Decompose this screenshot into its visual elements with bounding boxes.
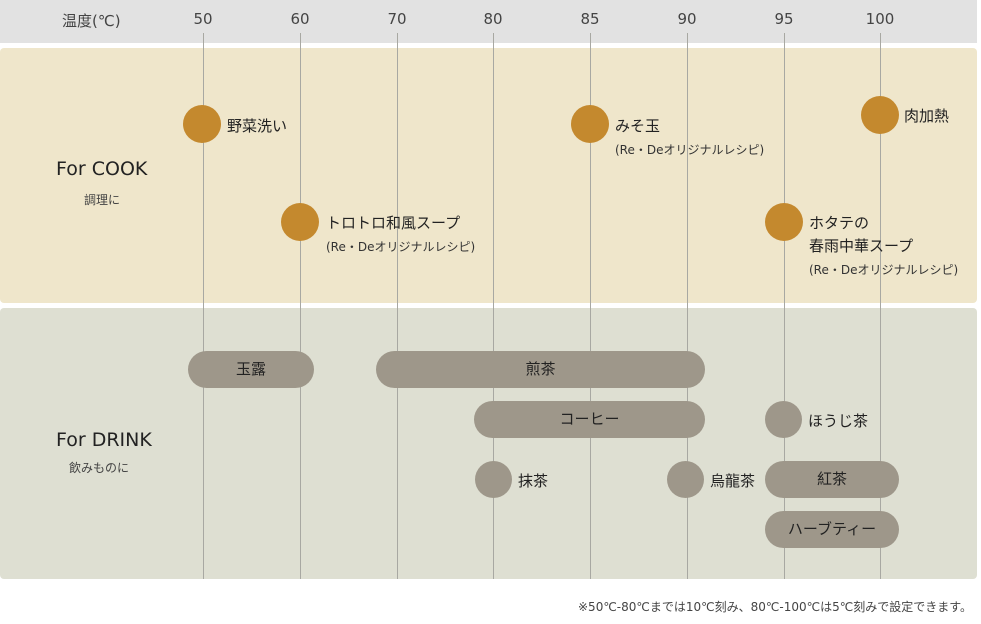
tick-60: 60 <box>290 10 310 28</box>
gridline-95 <box>784 33 785 579</box>
drink-label-sencha: 煎茶 <box>525 360 556 378</box>
drink-bar-coffee: コーヒー <box>474 401 705 438</box>
drink-dot-oolong <box>667 461 704 498</box>
cook-note-miso-ball: (Re・Deオリジナルレシピ) <box>615 143 765 157</box>
drink-label-gyokuro: 玉露 <box>235 360 266 378</box>
tick-70: 70 <box>387 10 407 28</box>
cook-label-japanese-soup: トロトロ和風スープ <box>326 214 461 232</box>
cook-dot-vegetable-wash <box>183 105 221 143</box>
gridline-100 <box>880 33 881 579</box>
cook-dot-scallop-soup <box>765 203 803 241</box>
tick-95: 95 <box>774 10 794 28</box>
drink-bar-black-tea: 紅茶 <box>765 461 899 498</box>
drink-label-coffee: コーヒー <box>559 410 620 428</box>
footnote: ※50℃-80℃までは10℃刻み、80℃-100℃は5℃刻みで設定できます。 <box>578 600 972 614</box>
gridline-70 <box>397 33 398 579</box>
temperature-axis-label: 温度(℃) <box>62 12 121 30</box>
tick-85: 85 <box>580 10 600 28</box>
cook-label-vegetable-wash: 野菜洗い <box>227 117 288 135</box>
drink-subtitle: 飲みものに <box>69 461 130 475</box>
cook-label-scallop-soup-1: ホタテの <box>809 214 870 232</box>
tick-100: 100 <box>865 10 895 28</box>
drink-label-black-tea: 紅茶 <box>816 470 847 488</box>
drink-label-herb-tea: ハーブティー <box>787 520 877 538</box>
cook-title: For COOK <box>56 158 148 180</box>
cook-label-meat-heating: 肉加熱 <box>904 107 950 125</box>
gridline-60 <box>300 33 301 579</box>
drink-bar-gyokuro: 玉露 <box>188 351 314 388</box>
tick-90: 90 <box>677 10 697 28</box>
tick-80: 80 <box>483 10 503 28</box>
cook-note-scallop-soup: (Re・Deオリジナルレシピ) <box>809 263 959 277</box>
drink-label-matcha: 抹茶 <box>518 472 549 490</box>
cook-dot-miso-ball <box>571 105 609 143</box>
cook-subtitle: 調理に <box>84 193 121 207</box>
temperature-header: 温度(℃) 50 60 70 80 85 90 95 100 <box>0 0 977 43</box>
drink-dot-matcha <box>475 461 512 498</box>
gridline-50 <box>203 33 204 579</box>
drink-bar-sencha: 煎茶 <box>376 351 705 388</box>
cook-note-japanese-soup: (Re・Deオリジナルレシピ) <box>326 240 476 254</box>
cook-label-scallop-soup-2: 春雨中華スープ <box>809 237 914 255</box>
drink-label-hojicha: ほうじ茶 <box>808 412 869 430</box>
tick-50: 50 <box>193 10 213 28</box>
drink-bar-herb-tea: ハーブティー <box>765 511 899 548</box>
gridline-90 <box>687 33 688 579</box>
drink-title: For DRINK <box>56 429 152 451</box>
gridline-80 <box>493 33 494 579</box>
cook-dot-meat-heating <box>861 96 899 134</box>
drink-label-oolong: 烏龍茶 <box>710 472 756 490</box>
cook-section: For COOK 調理に <box>0 48 977 303</box>
gridline-85 <box>590 33 591 579</box>
cook-label-miso-ball: みそ玉 <box>615 117 661 135</box>
drink-dot-hojicha <box>765 401 802 438</box>
cook-dot-japanese-soup <box>281 203 319 241</box>
